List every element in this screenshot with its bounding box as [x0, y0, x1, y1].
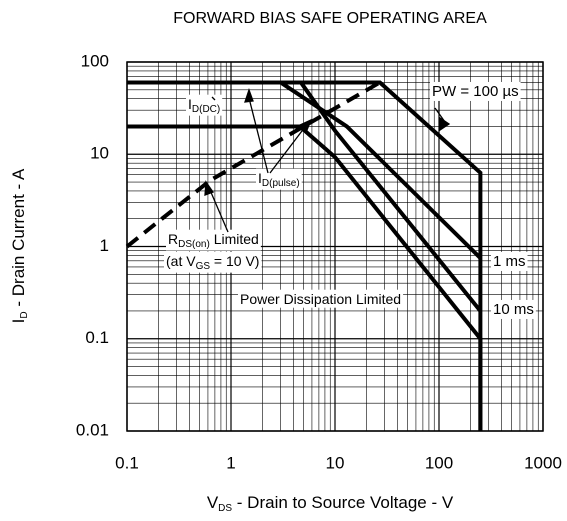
- label-background: [238, 289, 404, 308]
- label-background: [256, 168, 302, 190]
- label-background: [166, 229, 261, 251]
- annotation-part: GS: [196, 261, 211, 272]
- x-axis-label: VDS - Drain to Source Voltage - V: [207, 493, 454, 513]
- arrows: [204, 88, 451, 233]
- y-axis-label-part: D: [19, 311, 30, 318]
- annotation-part: D(pulse): [262, 178, 300, 189]
- y-tick-label: 100: [81, 51, 109, 70]
- x-axis-label-part: DS: [218, 503, 232, 514]
- series-line: [127, 124, 483, 431]
- y-axis-label: ID - Drain Current - A: [9, 168, 29, 323]
- chart-title: FORWARD BIAS SAFE OPERATING AREA: [173, 10, 487, 27]
- series-line: [299, 81, 482, 313]
- series-line: [125, 80, 381, 249]
- y-tick-label: 1: [100, 236, 109, 255]
- label-background: [491, 299, 536, 319]
- x-tick-label: 1000: [524, 453, 562, 472]
- x-tick-label: 10: [326, 453, 345, 472]
- annotation-part: DS(on): [178, 239, 210, 250]
- annotation-part: I: [258, 170, 262, 186]
- series-line: [127, 80, 483, 431]
- x-axis-label-part: - Drain to Source Voltage - V: [232, 493, 454, 512]
- y-axis-label-part: I: [9, 319, 28, 324]
- y-tick-label: 0.01: [76, 420, 109, 439]
- x-tick-label: 0.1: [115, 453, 139, 472]
- y-tick-label: 0.1: [85, 328, 109, 347]
- series-line: [279, 80, 482, 260]
- annotation: Power Dissipation Limited: [240, 291, 401, 307]
- annotation-part: I: [188, 96, 192, 112]
- annotation-part: Power Dissipation Limited: [240, 291, 401, 307]
- annotation: RDS(on) Limited: [168, 231, 259, 250]
- x-tick-label: 100: [425, 453, 453, 472]
- series-label: PW = 100 µs: [432, 83, 519, 100]
- annotation: ID(DC): [188, 96, 220, 115]
- annotation: ID(pulse): [258, 170, 300, 189]
- x-tick-label: 1: [226, 453, 235, 472]
- series-label: 1 ms: [493, 253, 526, 270]
- y-axis-label-part: - Drain Current - A: [9, 168, 28, 311]
- annotation-part: = 10 V): [210, 253, 259, 269]
- y-tick-label: 10: [90, 144, 109, 163]
- annotation-part: (at V: [166, 253, 196, 269]
- annotation-part: D(DC): [192, 104, 220, 115]
- annotation-part: Limited: [210, 231, 259, 247]
- x-axis-label-part: V: [207, 493, 219, 512]
- annotation: (at VGS = 10 V): [166, 253, 259, 272]
- label-background: [186, 94, 223, 116]
- label-background: [491, 251, 528, 271]
- series-label: 10 ms: [493, 301, 534, 318]
- annotation-part: R: [168, 231, 178, 247]
- label-background: [164, 251, 262, 273]
- label-background: [430, 81, 521, 101]
